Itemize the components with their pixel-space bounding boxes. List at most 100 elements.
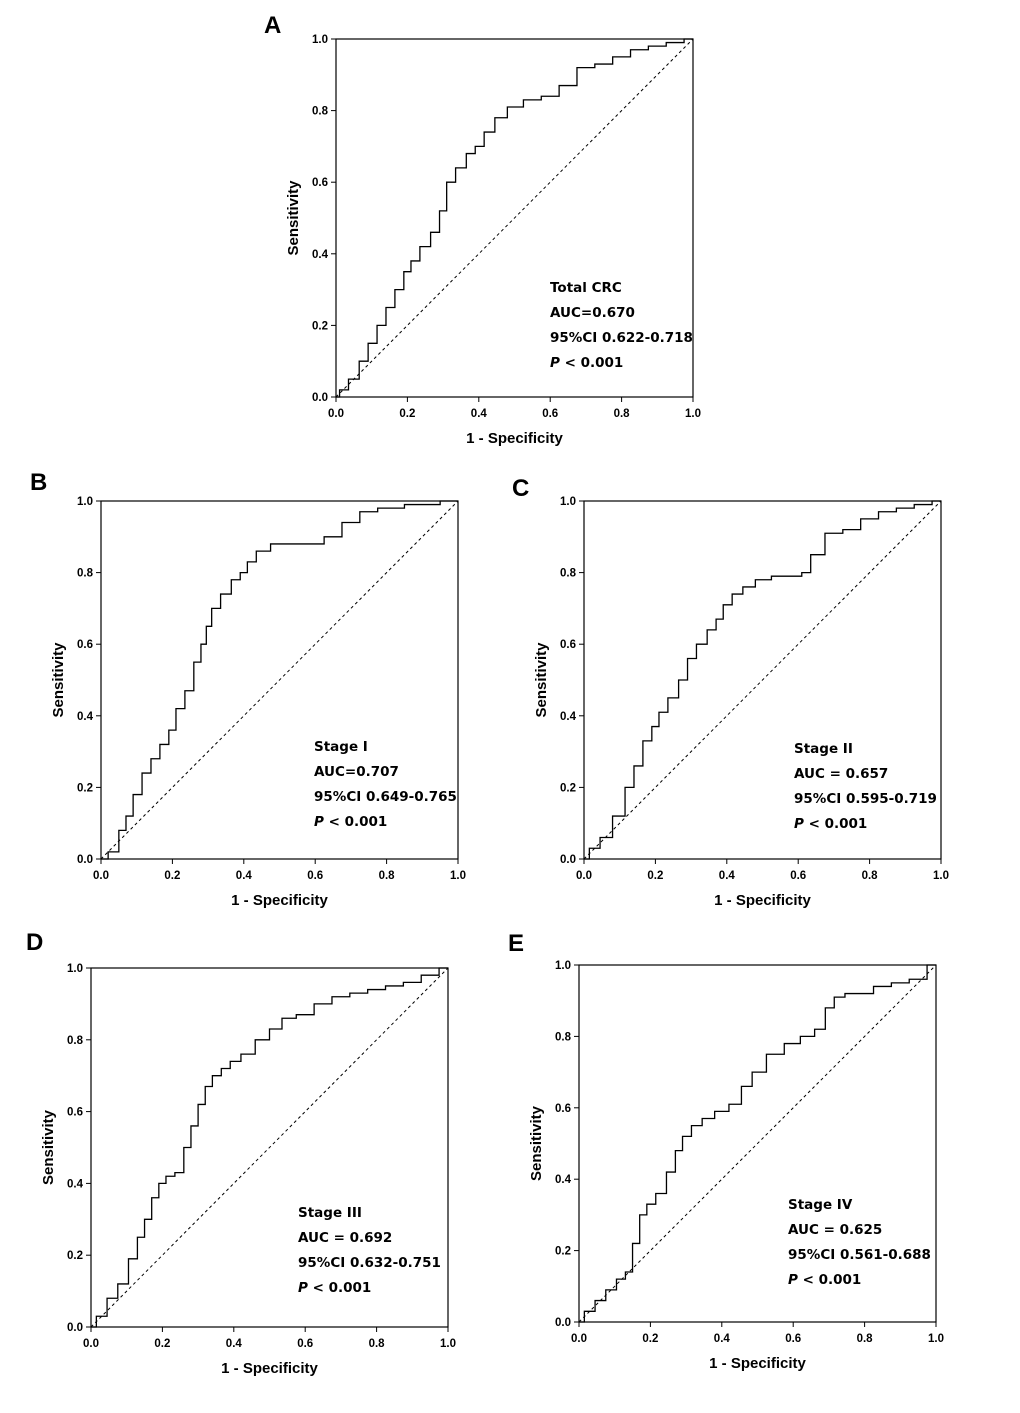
annotation-auc: AUC=0.670 (550, 305, 635, 321)
reference-diagonal-line (90, 967, 449, 1328)
y-tick-label: 0.8 (560, 568, 577, 580)
y-tick-label: 0.0 (312, 392, 328, 404)
x-tick-label: 0.2 (154, 1338, 170, 1350)
x-tick-label: 0.0 (83, 1338, 99, 1350)
y-tick-label: 0.8 (312, 106, 329, 118)
y-tick-label: 1.0 (560, 496, 576, 508)
x-axis-label: 1 - Specificity (714, 892, 811, 909)
annotation-auc: AUC = 0.657 (794, 766, 888, 782)
x-tick-label: 0.4 (236, 870, 253, 882)
y-tick-label: 0.0 (77, 854, 93, 866)
p-symbol: P (298, 1280, 308, 1296)
y-axis-label: Sensitivity (533, 642, 550, 718)
x-tick-label: 0.0 (93, 870, 109, 882)
annotation-title: Stage III (298, 1205, 362, 1221)
x-axis-label: 1 - Specificity (709, 1355, 806, 1372)
y-tick-label: 0.0 (67, 1322, 83, 1334)
x-tick-label: 0.4 (719, 870, 736, 882)
x-tick-label: 1.0 (440, 1338, 456, 1350)
p-symbol: P (788, 1272, 798, 1288)
annotation-title: Stage I (314, 739, 368, 755)
plot-frame (335, 38, 694, 398)
x-tick-label: 0.8 (379, 870, 396, 882)
annotation-ci: 95%CI 0.649-0.765 (314, 789, 457, 805)
y-tick-label: 1.0 (77, 496, 93, 508)
y-axis-label: Sensitivity (40, 1109, 57, 1185)
panel-letter: D (26, 929, 43, 956)
panel-d: D 0.00.0 0.2 0.2 0.4 0.4 0.6 0.6 0.8 0.8 1.0 1.0 1 -… (26, 929, 456, 1377)
x-axis-label: 1 - Specificity (231, 892, 328, 909)
reference-diagonal-line (578, 964, 937, 1323)
p-symbol: P (794, 816, 804, 832)
x-tick-label: 0.6 (307, 870, 323, 882)
y-tick-label: 0.6 (312, 177, 328, 189)
annotation-title: Stage II (794, 741, 853, 757)
annotation-p-value: P < 0.001 (314, 814, 387, 830)
y-tick-label: 1.0 (555, 960, 571, 972)
y-tick-label: 0.0 (555, 1317, 571, 1329)
x-tick-label: 0.8 (862, 870, 879, 882)
y-tick-label: 0.4 (77, 711, 94, 723)
annotation-ci: 95%CI 0.622-0.718 (550, 330, 693, 346)
y-axis-label: Sensitivity (285, 180, 302, 256)
annotation-auc: AUC = 0.692 (298, 1230, 392, 1246)
reference-diagonal-line (583, 500, 942, 860)
y-tick-label: 0.2 (555, 1246, 571, 1258)
roc-curve (579, 964, 936, 1323)
y-tick-label: 0.0 (560, 854, 576, 866)
y-tick-label: 1.0 (312, 34, 328, 46)
y-tick-label: 0.6 (67, 1107, 83, 1119)
x-tick-label: 0.6 (542, 408, 558, 420)
panel-e: E 0.00.0 0.2 0.2 0.4 0.4 0.6 0.6 0.8 0.8 1.0 1.0 1 -… (508, 930, 944, 1372)
plot-frame (90, 967, 449, 1328)
y-axis-label: Sensitivity (528, 1105, 545, 1181)
x-tick-label: 0.4 (714, 1333, 731, 1345)
annotation-auc: AUC=0.707 (314, 764, 399, 780)
x-tick-label: 1.0 (685, 408, 701, 420)
annotation-title: Stage IV (788, 1197, 853, 1213)
x-tick-label: 0.2 (642, 1333, 658, 1345)
annotation-ci: 95%CI 0.632-0.751 (298, 1255, 441, 1271)
reference-diagonal-line (100, 500, 459, 860)
panel-letter: C (512, 475, 529, 502)
y-tick-label: 0.4 (312, 249, 329, 261)
y-tick-label: 0.8 (77, 568, 94, 580)
y-tick-label: 0.8 (67, 1035, 84, 1047)
p-value-text: < 0.001 (560, 355, 623, 371)
p-value-text: < 0.001 (308, 1280, 371, 1296)
x-tick-label: 0.8 (369, 1338, 386, 1350)
y-tick-label: 0.6 (555, 1103, 571, 1115)
x-axis-label: 1 - Specificity (221, 1360, 318, 1377)
p-value-text: < 0.001 (804, 816, 867, 832)
panel-a: A 0.00.0 0.2 0.2 0.4 0.4 0.6 0.6 0.8 0.8 1.0 1.0 1 -… (264, 12, 701, 447)
y-tick-label: 0.2 (67, 1250, 83, 1262)
y-tick-label: 0.6 (77, 639, 93, 651)
x-tick-label: 0.0 (328, 408, 344, 420)
x-tick-label: 0.4 (226, 1338, 243, 1350)
p-value-text: < 0.001 (324, 814, 387, 830)
y-tick-label: 0.8 (555, 1031, 572, 1043)
x-tick-label: 0.6 (790, 870, 806, 882)
panel-b: B 0.00.0 0.2 0.2 0.4 0.4 0.6 0.6 0.8 0.8 1.0 1.0 1 -… (30, 469, 466, 909)
plot-frame (100, 500, 459, 860)
y-axis-label: Sensitivity (50, 642, 67, 718)
reference-diagonal-line (335, 38, 694, 398)
y-tick-label: 0.4 (560, 711, 577, 723)
annotation-p-value: P < 0.001 (298, 1280, 371, 1296)
x-tick-label: 0.8 (614, 408, 631, 420)
x-tick-label: 0.8 (857, 1333, 874, 1345)
panel-letter: B (30, 469, 47, 496)
x-tick-label: 1.0 (450, 870, 466, 882)
y-tick-label: 1.0 (67, 963, 83, 975)
x-tick-label: 0.4 (471, 408, 488, 420)
roc-curve (101, 500, 458, 860)
annotation-p-value: P < 0.001 (788, 1272, 861, 1288)
x-tick-label: 0.0 (576, 870, 592, 882)
roc-curve (91, 967, 448, 1328)
x-tick-label: 0.6 (297, 1338, 313, 1350)
x-tick-label: 0.2 (647, 870, 663, 882)
x-tick-label: 1.0 (933, 870, 949, 882)
x-tick-label: 0.0 (571, 1333, 587, 1345)
x-tick-label: 0.2 (164, 870, 180, 882)
